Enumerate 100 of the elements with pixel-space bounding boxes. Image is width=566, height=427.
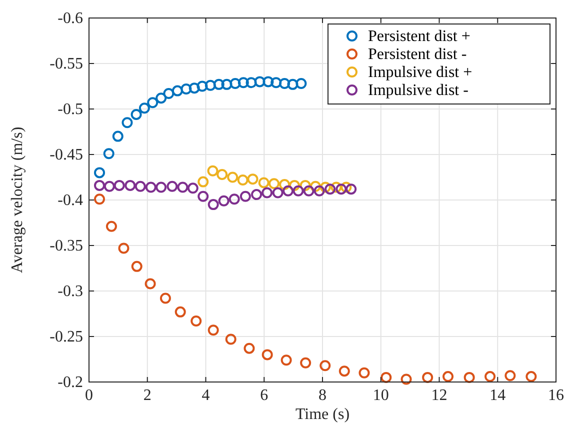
point: [145, 182, 156, 193]
point: [270, 77, 282, 88]
point: [163, 88, 174, 100]
point: [442, 371, 454, 382]
point: [268, 178, 280, 190]
x-tick-label: 12: [431, 387, 448, 404]
point: [166, 180, 178, 192]
point: [292, 185, 304, 196]
y-tick-label: -0.6: [58, 10, 83, 27]
y-tick-label: -0.55: [50, 56, 83, 72]
point: [280, 354, 292, 366]
point: [208, 324, 219, 336]
point: [216, 169, 228, 180]
point: [94, 194, 106, 205]
point: [272, 187, 284, 198]
x-tick-label: 10: [372, 387, 389, 404]
point: [134, 180, 146, 192]
point: [262, 76, 274, 88]
x-tick-label: 0: [85, 387, 93, 404]
point: [227, 172, 238, 183]
point: [174, 306, 186, 318]
point: [310, 180, 321, 192]
point: [144, 278, 156, 290]
point: [300, 180, 311, 191]
x-tick-label: 4: [202, 387, 210, 404]
point: [213, 78, 224, 90]
point: [190, 316, 202, 327]
y-axis-title: Average velocity (m/s): [9, 126, 26, 274]
point: [464, 372, 475, 383]
point: [346, 184, 357, 195]
point: [172, 85, 183, 96]
legend-label: Persistent dist -: [368, 46, 467, 63]
point: [188, 82, 200, 94]
point: [221, 78, 232, 90]
point: [237, 174, 248, 186]
point: [156, 182, 167, 193]
point: [94, 167, 106, 178]
point: [258, 177, 270, 188]
x-tick-label: 8: [318, 387, 326, 404]
point: [147, 97, 158, 108]
point: [246, 77, 257, 88]
point: [484, 371, 496, 382]
y-tick-label: -0.4: [58, 192, 83, 209]
point: [340, 182, 352, 193]
point: [320, 360, 331, 372]
point: [180, 83, 192, 94]
point: [131, 260, 142, 272]
point: [279, 179, 290, 190]
point: [124, 180, 136, 191]
legend-label: Impulsive dist -: [368, 82, 468, 99]
x-tick-label: 2: [143, 387, 152, 404]
point: [122, 117, 133, 128]
point: [244, 342, 255, 354]
point: [187, 182, 198, 194]
x-axis-title: Time (s): [295, 406, 350, 423]
point: [177, 182, 188, 193]
point: [160, 292, 171, 304]
point: [130, 108, 142, 120]
point: [238, 77, 249, 88]
point: [207, 165, 218, 176]
point: [330, 182, 342, 193]
point: [338, 366, 350, 377]
point: [254, 76, 266, 88]
point: [314, 185, 325, 196]
point: [104, 180, 115, 192]
point: [504, 370, 516, 382]
point: [336, 184, 347, 195]
point: [156, 92, 167, 104]
y-tick-label: -0.45: [50, 146, 83, 164]
point: [225, 334, 236, 345]
point: [247, 174, 258, 185]
x-tick-label: 14: [490, 387, 506, 404]
point: [112, 130, 124, 142]
point: [106, 220, 117, 232]
y-tick-label: -0.2: [58, 374, 83, 391]
point: [118, 242, 130, 254]
point: [228, 194, 240, 205]
point: [262, 187, 273, 198]
point: [240, 190, 251, 202]
point: [230, 78, 241, 90]
point: [198, 190, 209, 202]
legend-label: Persistent dist +: [368, 28, 470, 45]
point: [358, 367, 370, 378]
legend-label: Impulsive dist +: [368, 64, 472, 81]
point: [380, 372, 392, 383]
x-tick-label: 6: [260, 387, 268, 404]
point: [204, 80, 216, 91]
point: [218, 195, 230, 206]
point: [138, 102, 150, 114]
point: [287, 78, 298, 90]
point: [526, 371, 537, 382]
y-tick-label: -0.5: [58, 101, 83, 118]
point: [262, 349, 273, 360]
point: [324, 184, 336, 195]
point: [198, 176, 209, 188]
point: [288, 180, 300, 191]
y-tick-label: -0.25: [50, 328, 83, 346]
y-tick-label: -0.3: [58, 283, 83, 300]
y-tick-label: -0.35: [50, 238, 83, 254]
point: [296, 78, 307, 90]
